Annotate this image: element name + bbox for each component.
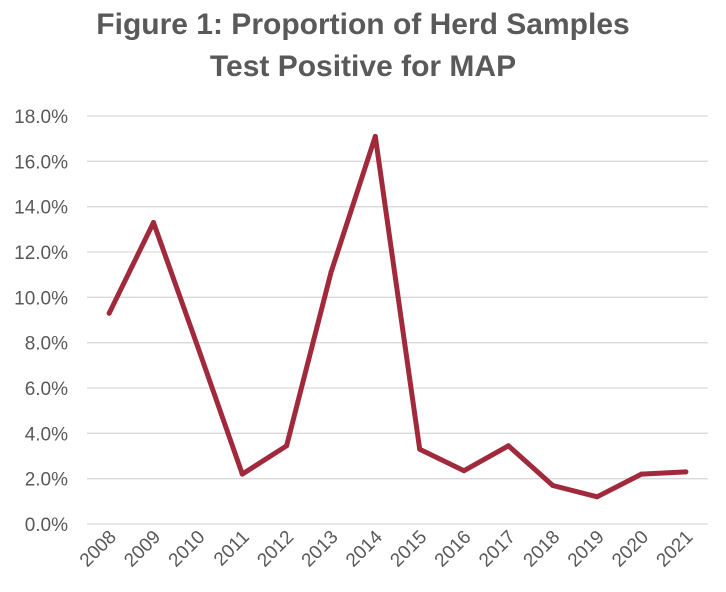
x-axis-tick-labels: 2008 2009 2010 2011 2012 2013 2014 2015 2016 2017… — [76, 526, 697, 571]
x-tick-label: 2008 — [76, 527, 121, 572]
x-tick-label: 2018 — [520, 527, 565, 572]
data-point — [417, 446, 423, 452]
data-point — [683, 469, 689, 475]
x-tick-label: 2021 — [653, 527, 698, 572]
x-tick-label: 2020 — [608, 527, 653, 572]
data-point — [284, 443, 290, 449]
series-layer — [106, 133, 689, 500]
x-tick-label: 2017 — [475, 527, 520, 572]
y-tick-label: 12.0% — [14, 243, 68, 264]
x-tick-label: 2012 — [253, 527, 298, 572]
y-tick-label: 10.0% — [14, 288, 68, 309]
y-tick-label: 6.0% — [25, 379, 68, 400]
x-tick-label: 2019 — [564, 527, 609, 572]
data-point — [151, 220, 157, 226]
data-point — [372, 133, 378, 139]
x-tick-label: 2016 — [431, 527, 476, 572]
y-tick-label: 18.0% — [14, 107, 68, 128]
data-point — [505, 443, 511, 449]
y-tick-label: 14.0% — [14, 198, 68, 219]
data-point — [638, 471, 644, 477]
x-tick-label: 2010 — [165, 527, 210, 572]
series-line — [106, 133, 689, 500]
y-tick-label: 2.0% — [25, 470, 68, 491]
chart-title: Figure 1: Proportion of Herd Samples Tes… — [0, 4, 726, 88]
x-tick-label: 2015 — [386, 527, 431, 572]
chart-title-line-1: Figure 1: Proportion of Herd Samples — [96, 8, 630, 41]
data-point — [461, 468, 467, 474]
x-tick-label: 2011 — [210, 527, 254, 571]
data-point — [106, 310, 112, 316]
y-tick-label: 16.0% — [14, 152, 68, 173]
x-tick-label: 2009 — [120, 527, 165, 572]
gridlines — [87, 115, 708, 525]
x-tick-label: 2013 — [298, 527, 343, 572]
data-point — [239, 471, 245, 477]
y-tick-label: 0.0% — [25, 515, 68, 536]
y-tick-label: 8.0% — [25, 334, 68, 355]
y-tick-label: 4.0% — [25, 424, 68, 445]
chart-title-line-2: Test Positive for MAP — [209, 50, 517, 83]
data-point — [328, 269, 334, 275]
y-axis-tick-labels: 0.0% 2.0% 4.0% 6.0% 8.0% 10.0% 12.0% 14.0% 16.0%… — [14, 107, 68, 536]
data-point — [550, 482, 556, 488]
data-point — [594, 494, 600, 500]
x-tick-label: 2014 — [342, 526, 387, 571]
data-point — [195, 344, 201, 350]
